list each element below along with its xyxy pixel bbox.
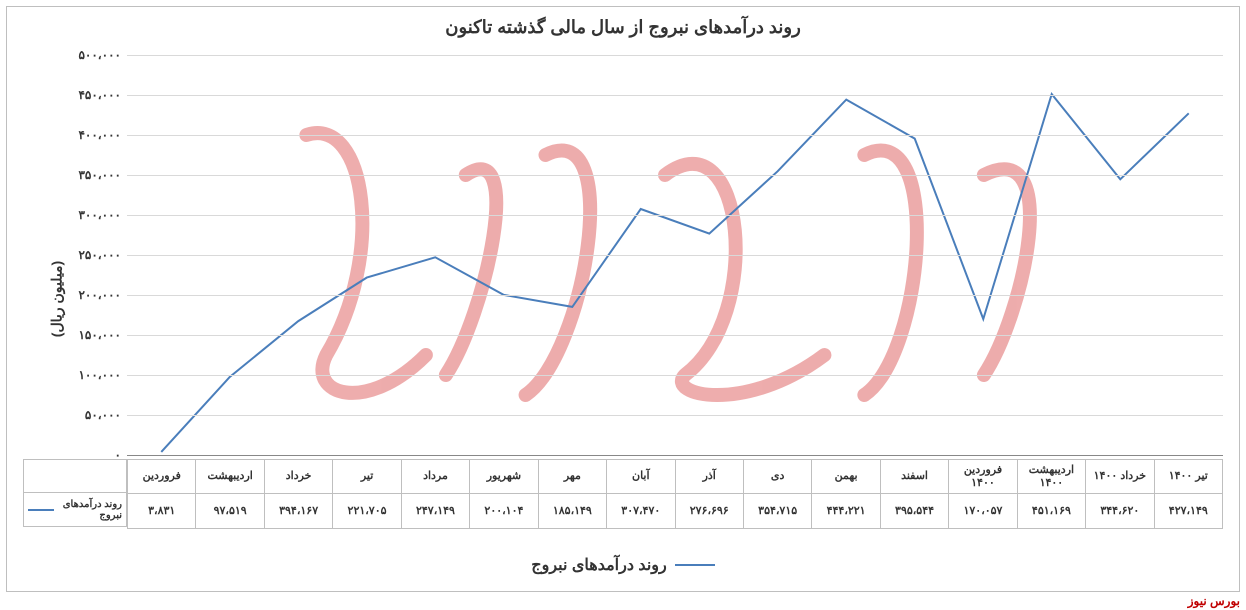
y-tick-label: ۴۵۰،۰۰۰: [78, 88, 121, 102]
x-category-label: آبان: [607, 460, 674, 494]
x-value-label: ٣۹۵،۵۴۴: [881, 494, 948, 528]
x-column: خرداد١۶۷،٣۹۴: [265, 459, 333, 529]
x-value-label: ۴۵۱،۱۶۹: [1018, 494, 1085, 528]
x-category-label: مهر: [539, 460, 606, 494]
x-column: مهر۱۸۵،۱۴۹: [539, 459, 607, 529]
x-column: اردیبهشت۹۷،۵۱۹: [196, 459, 264, 529]
y-tick-label: ۲۰۰،۰۰۰: [78, 288, 121, 302]
y-tick-label: ۳۰۰،۰۰۰: [78, 208, 121, 222]
gridline: [127, 335, 1223, 336]
empty-header: [24, 460, 126, 493]
gridline: [127, 255, 1223, 256]
x-value-label: ٣۰۷،۴۷۰: [607, 494, 674, 528]
chart-container: روند درآمدهای نبروج از سال مالی گذشته تا…: [6, 6, 1240, 592]
x-category-label: اسفند: [881, 460, 948, 494]
x-axis-line: [127, 455, 1223, 456]
x-column: فروردین٣،٨٣١: [127, 459, 196, 529]
x-column: تیر ۱۴۰۰۴۲۷،۱۴۹: [1155, 459, 1223, 529]
x-column: آبان٣۰۷،۴۷۰: [607, 459, 675, 529]
y-tick-label: ۴۰۰،۰۰۰: [78, 128, 121, 142]
x-value-label: ۱۷۰،۰۵۷: [949, 494, 1016, 528]
x-value-label: ۲۲۱،۷۰۵: [333, 494, 400, 528]
gridline: [127, 215, 1223, 216]
gridline: [127, 95, 1223, 96]
gridline: [127, 375, 1223, 376]
y-tick-label: ۵۰۰،۰۰۰: [78, 48, 121, 62]
x-column: اسفند٣۹۵،۵۴۴: [881, 459, 949, 529]
footer-brand: بورس نیوز: [1188, 594, 1240, 608]
gridline: [127, 175, 1223, 176]
gridline: [127, 415, 1223, 416]
y-tick-label: ۵۰،۰۰۰: [85, 408, 121, 422]
x-category-label: شهریور: [470, 460, 537, 494]
x-category-label: اردیبهشت: [196, 460, 263, 494]
x-column: فروردین ۱۴۰۰۱۷۰،۰۵۷: [949, 459, 1017, 529]
x-value-label: ۴۲۷،۱۴۹: [1155, 494, 1222, 528]
gridline: [127, 55, 1223, 56]
x-value-label: ٣،٨٣١: [128, 494, 195, 528]
x-column: دی٣۵۴،۷۱۵: [744, 459, 812, 529]
x-column: شهریور۲۰۰،۱۰۴: [470, 459, 538, 529]
x-category-label: فروردین: [128, 460, 195, 494]
x-category-label: اردیبهشت ۱۴۰۰: [1018, 460, 1085, 494]
x-category-label: تیر: [333, 460, 400, 494]
legend-label: روند درآمدهای نبروج: [531, 555, 666, 575]
x-column: تیر۲۲۱،۷۰۵: [333, 459, 401, 529]
x-category-label: بهمن: [812, 460, 879, 494]
x-value-label: ۲۰۰،۱۰۴: [470, 494, 537, 528]
y-tick-label: ۱۵۰،۰۰۰: [78, 328, 121, 342]
x-column: خرداد ۱۴۰۰٣۴۴،۶۲۰: [1086, 459, 1154, 529]
series-name-cell: روند درآمدهای نبروج: [24, 493, 126, 526]
x-column: آذر۲۷۶،۶۹۶: [676, 459, 744, 529]
gridline: [127, 135, 1223, 136]
x-category-label: تیر ۱۴۰۰: [1155, 460, 1222, 494]
x-column: بهمن۴۴۴،۲۲۱: [812, 459, 880, 529]
y-tick-label: ۲۵۰،۰۰۰: [78, 248, 121, 262]
x-value-label: ۱۸۵،۱۴۹: [539, 494, 606, 528]
x-value-label: ۹۷،۵۱۹: [196, 494, 263, 528]
series-swatch-icon: [28, 509, 54, 511]
series-name-label: روند درآمدهای نبروج: [58, 499, 122, 521]
gridline: [127, 295, 1223, 296]
plot-area: ۰۵۰،۰۰۰۱۰۰،۰۰۰۱۵۰،۰۰۰۲۰۰،۰۰۰۲۵۰،۰۰۰۳۰۰،۰…: [127, 55, 1223, 455]
y-axis-label: (میلیون ریال): [49, 261, 66, 337]
x-category-label: فروردین ۱۴۰۰: [949, 460, 1016, 494]
y-tick-label: ۱۰۰،۰۰۰: [78, 368, 121, 382]
x-value-label: ۴۴۴،۲۲۱: [812, 494, 879, 528]
chart-title: روند درآمدهای نبروج از سال مالی گذشته تا…: [7, 17, 1239, 38]
x-value-label: ۲۷۶،۶۹۶: [676, 494, 743, 528]
y-tick-label: ۳۵۰،۰۰۰: [78, 168, 121, 182]
x-value-label: ٣۴۴،۶۲۰: [1086, 494, 1153, 528]
x-axis-table: فروردین٣،٨٣١اردیبهشت۹۷،۵۱۹خرداد١۶۷،٣۹۴تی…: [127, 459, 1223, 529]
x-value-label: ٣۵۴،۷۱۵: [744, 494, 811, 528]
x-category-label: مرداد: [402, 460, 469, 494]
x-column: اردیبهشت ۱۴۰۰۴۵۱،۱۶۹: [1018, 459, 1086, 529]
x-column: مرداد۲۴۷،۱۴۹: [402, 459, 470, 529]
x-category-label: دی: [744, 460, 811, 494]
x-value-label: ۲۴۷،۱۴۹: [402, 494, 469, 528]
legend: روند درآمدهای نبروج: [7, 555, 1239, 575]
series-header-cell: روند درآمدهای نبروج: [23, 459, 127, 527]
legend-line-icon: [675, 564, 715, 566]
x-category-label: خرداد: [265, 460, 332, 494]
x-category-label: آذر: [676, 460, 743, 494]
x-value-label: ١۶۷،٣۹۴: [265, 494, 332, 528]
x-category-label: خرداد ۱۴۰۰: [1086, 460, 1153, 494]
